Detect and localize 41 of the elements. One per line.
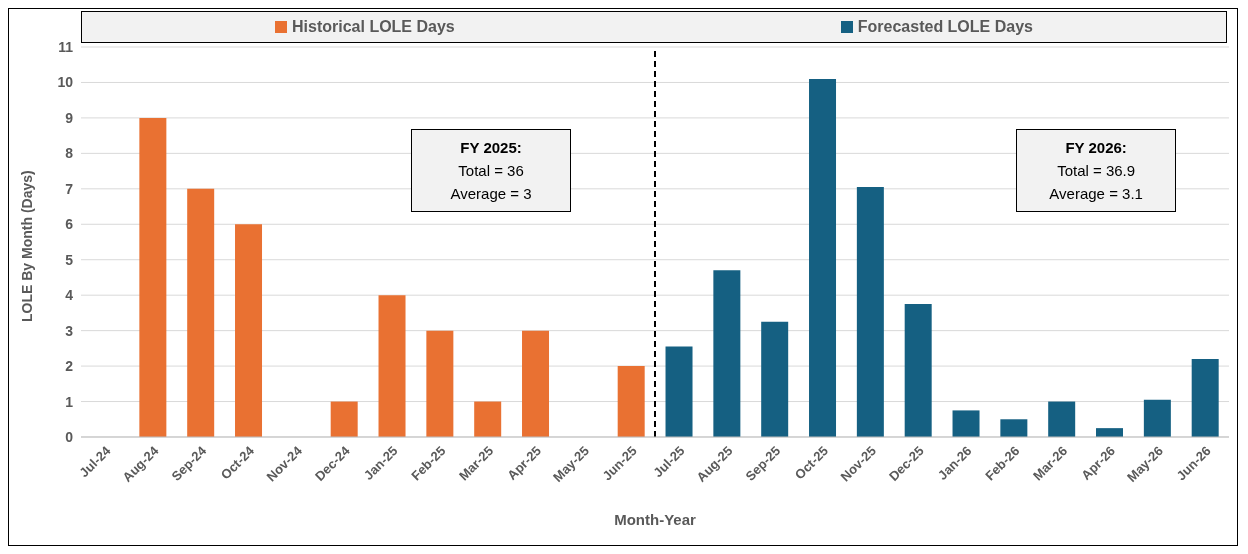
bar [139, 117, 167, 437]
y-tick-label: 8 [65, 145, 74, 162]
legend-label: Historical LOLE Days [291, 18, 455, 36]
y-tick-label: 11 [58, 38, 74, 55]
y-axis-title: LOLE By Month (Days) [18, 170, 35, 322]
bar [856, 187, 884, 437]
x-axis-title: Month-Year [614, 511, 696, 528]
y-tick-label: 5 [65, 251, 74, 268]
text-box: FY 2025: Total = 36 Average = 3 [411, 128, 572, 212]
y-tick-label: 6 [65, 216, 74, 233]
bar [522, 330, 550, 437]
bar [617, 366, 645, 437]
y-tick-label: 0 [65, 428, 74, 445]
y-tick-label: 1 [65, 393, 74, 410]
y-tick-label: 7 [65, 180, 74, 197]
bar [426, 330, 454, 437]
annotation: FY 2025: Total = 36 Average = 3 [449, 137, 533, 204]
text-box: FY 2026: Total = 36.9 Average = 3.1 [1016, 128, 1177, 212]
legend-label: Forecasted LOLE Days [856, 18, 1033, 36]
bar [1096, 428, 1124, 437]
bar [1191, 359, 1219, 437]
bar [1143, 399, 1171, 437]
bar [904, 304, 932, 437]
y-tick-label: 10 [57, 74, 74, 91]
bar [1000, 419, 1028, 437]
bar [330, 401, 358, 437]
bar [952, 410, 980, 437]
bar [474, 401, 502, 437]
annotation: FY 2026: Total = 36.9 Average = 3.1 [1048, 137, 1144, 204]
y-tick-label: 9 [65, 109, 74, 126]
y-tick-label: 4 [65, 287, 74, 304]
bar [713, 270, 741, 437]
bar [809, 78, 837, 437]
bar [761, 321, 789, 437]
bar [665, 346, 693, 437]
bar [1048, 401, 1076, 437]
y-tick-label: 2 [65, 358, 74, 375]
bar [235, 224, 263, 437]
bar [187, 188, 215, 437]
y-tick-label: 3 [65, 322, 74, 339]
bar [378, 295, 406, 437]
